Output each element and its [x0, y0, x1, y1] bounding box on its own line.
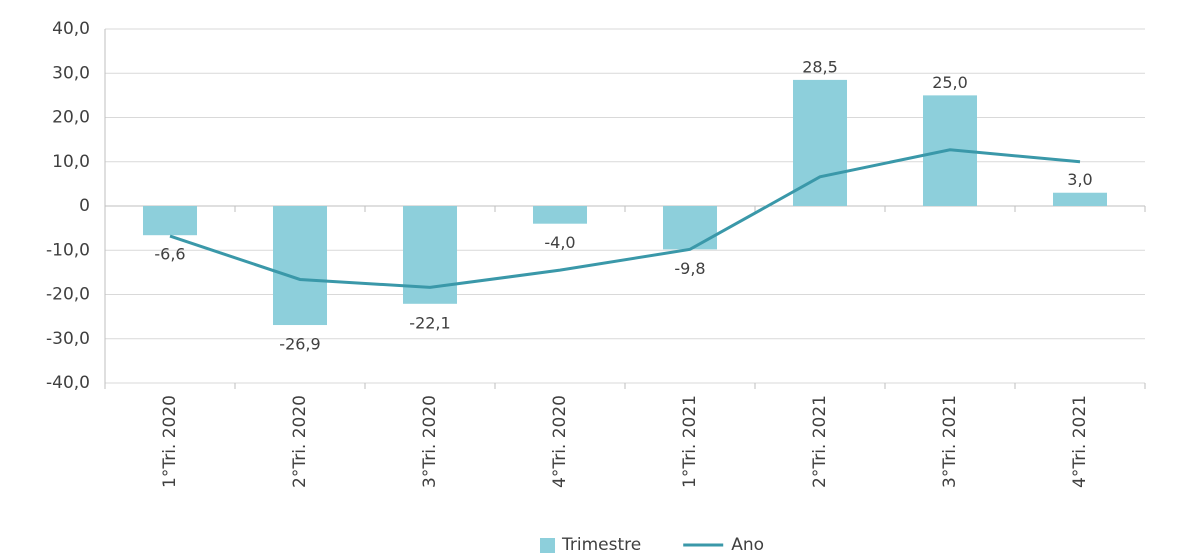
legend-label: Ano: [731, 535, 764, 554]
bar: [793, 79, 847, 206]
x-tick-label: 1°Tri. 2020: [160, 395, 180, 488]
value-label: 25,0: [932, 73, 968, 92]
x-tick-label: 2°Tri. 2021: [810, 395, 830, 488]
bar: [533, 206, 587, 224]
line: [169, 148, 1081, 289]
x-tick-label: 4°Tri. 2020: [550, 395, 570, 488]
y-tick-label: 10,0: [52, 152, 90, 172]
value-label: -26,9: [279, 335, 320, 354]
bar: [143, 206, 197, 236]
legend-label: Trimestre: [561, 535, 641, 554]
x-tick-label: 4°Tri. 2021: [1070, 395, 1090, 488]
y-tick-label: -30,0: [46, 329, 90, 349]
bar: [1053, 192, 1107, 206]
x-tick-label: 3°Tri. 2020: [420, 395, 440, 488]
x-tick-label: 2°Tri. 2020: [290, 395, 310, 488]
y-tick-label: -40,0: [46, 373, 90, 393]
y-tick-label: 0: [79, 196, 90, 216]
y-tick-label: 20,0: [52, 108, 90, 128]
value-label: 28,5: [802, 57, 838, 76]
value-label: 3,0: [1067, 170, 1092, 189]
value-label: -6,6: [154, 245, 185, 264]
value-label: -4,0: [544, 233, 575, 252]
y-tick-label: -10,0: [46, 240, 90, 260]
y-tick-label: 40,0: [52, 19, 90, 39]
y-tick-label: -20,0: [46, 285, 90, 305]
legend-swatch: [540, 538, 555, 553]
y-tick-label: 30,0: [52, 63, 90, 83]
bar: [403, 206, 457, 304]
value-label: -9,8: [674, 259, 705, 278]
value-label: -22,1: [409, 313, 450, 332]
x-tick-label: 3°Tri. 2021: [940, 395, 960, 488]
bar: [663, 206, 717, 250]
x-tick-label: 1°Tri. 2021: [680, 395, 700, 488]
bar: [273, 206, 327, 326]
